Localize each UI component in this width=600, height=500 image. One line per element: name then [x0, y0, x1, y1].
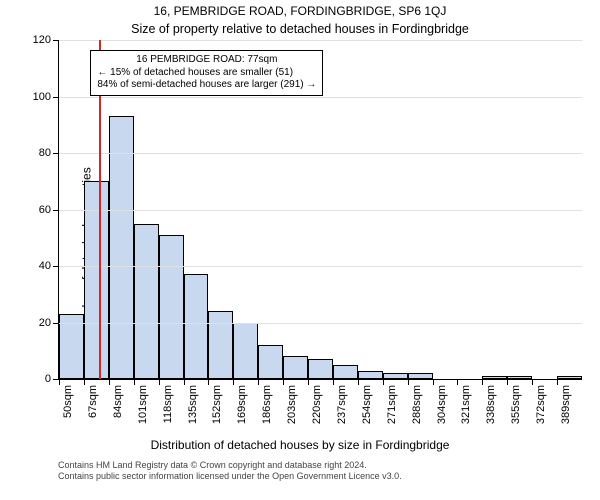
- x-tick-label: 50sqm: [62, 385, 74, 418]
- y-tick: [53, 210, 59, 211]
- x-tick: [383, 379, 384, 385]
- bar: [109, 116, 134, 379]
- x-tick-label: 135sqm: [187, 385, 199, 424]
- bar: [333, 365, 358, 379]
- annotation-line: 16 PEMBRIDGE ROAD: 77sqm: [97, 54, 316, 67]
- bar: [557, 376, 582, 379]
- x-tick: [283, 379, 284, 385]
- x-tick: [134, 379, 135, 385]
- y-tick-label: 20: [39, 317, 51, 329]
- credit-line-2: Contains public sector information licen…: [58, 471, 402, 482]
- y-tick-label: 120: [33, 34, 51, 46]
- y-tick-label: 80: [39, 147, 51, 159]
- x-tick: [333, 379, 334, 385]
- x-tick: [184, 379, 185, 385]
- x-tick: [408, 379, 409, 385]
- bar: [134, 224, 159, 379]
- chart-title: Size of property relative to detached ho…: [0, 22, 600, 36]
- annotation-box: 16 PEMBRIDGE ROAD: 77sqm← 15% of detache…: [90, 50, 323, 96]
- bar: [59, 314, 84, 379]
- x-tick: [482, 379, 483, 385]
- bar: [358, 371, 383, 379]
- bar: [208, 311, 233, 379]
- x-tick-label: 355sqm: [510, 385, 522, 424]
- x-tick: [507, 379, 508, 385]
- bar: [408, 373, 433, 379]
- y-tick: [53, 40, 59, 41]
- x-tick: [59, 379, 60, 385]
- gridline: [59, 97, 582, 98]
- y-tick-label: 60: [39, 204, 51, 216]
- chart-container: 16, PEMBRIDGE ROAD, FORDINGBRIDGE, SP6 1…: [0, 0, 600, 500]
- y-tick: [53, 97, 59, 98]
- bar: [159, 235, 184, 379]
- y-tick-label: 0: [45, 373, 51, 385]
- x-tick-label: 101sqm: [137, 385, 149, 424]
- super-title: 16, PEMBRIDGE ROAD, FORDINGBRIDGE, SP6 1…: [0, 4, 600, 18]
- x-tick: [457, 379, 458, 385]
- x-tick-label: 152sqm: [211, 385, 223, 424]
- plot-area: 020406080100120 50sqm67sqm84sqm101sqm118…: [58, 40, 582, 380]
- y-tick: [53, 323, 59, 324]
- x-tick-label: 288sqm: [411, 385, 423, 424]
- bar: [184, 274, 209, 379]
- y-tick-label: 40: [39, 260, 51, 272]
- x-tick: [109, 379, 110, 385]
- gridline: [59, 40, 582, 41]
- x-tick-label: 254sqm: [361, 385, 373, 424]
- x-tick-label: 169sqm: [236, 385, 248, 424]
- y-tick: [53, 153, 59, 154]
- bar: [84, 181, 109, 379]
- gridline: [59, 323, 582, 324]
- credit-line-1: Contains HM Land Registry data © Crown c…: [58, 460, 402, 471]
- x-tick: [84, 379, 85, 385]
- credits: Contains HM Land Registry data © Crown c…: [58, 460, 402, 483]
- x-tick-label: 203sqm: [286, 385, 298, 424]
- bar: [283, 356, 308, 379]
- y-tick-label: 100: [33, 91, 51, 103]
- x-tick-label: 372sqm: [535, 385, 547, 424]
- x-tick: [308, 379, 309, 385]
- gridline: [59, 210, 582, 211]
- x-tick-label: 338sqm: [485, 385, 497, 424]
- bar: [308, 359, 333, 379]
- x-tick-label: 321sqm: [460, 385, 472, 424]
- x-tick: [433, 379, 434, 385]
- x-tick: [258, 379, 259, 385]
- x-tick-label: 186sqm: [261, 385, 273, 424]
- bar: [383, 373, 408, 379]
- x-tick: [208, 379, 209, 385]
- x-tick-label: 84sqm: [112, 385, 124, 418]
- x-axis-label: Distribution of detached houses by size …: [0, 438, 600, 452]
- x-tick: [233, 379, 234, 385]
- x-tick: [358, 379, 359, 385]
- annotation-line: ← 15% of detached houses are smaller (51…: [97, 67, 316, 80]
- x-tick-label: 67sqm: [87, 385, 99, 418]
- x-tick-label: 118sqm: [162, 385, 174, 423]
- x-tick-label: 389sqm: [560, 385, 572, 424]
- x-tick: [557, 379, 558, 385]
- x-tick-label: 237sqm: [336, 385, 348, 424]
- bar: [233, 323, 258, 380]
- bar: [258, 345, 283, 379]
- gridline: [59, 153, 582, 154]
- x-tick: [532, 379, 533, 385]
- y-tick: [53, 266, 59, 267]
- x-tick-label: 304sqm: [436, 385, 448, 424]
- bar: [482, 376, 507, 379]
- annotation-line: 84% of semi-detached houses are larger (…: [97, 79, 316, 92]
- bar: [507, 376, 532, 379]
- gridline: [59, 266, 582, 267]
- x-tick-label: 220sqm: [311, 385, 323, 424]
- x-tick: [159, 379, 160, 385]
- x-tick-label: 271sqm: [386, 385, 398, 424]
